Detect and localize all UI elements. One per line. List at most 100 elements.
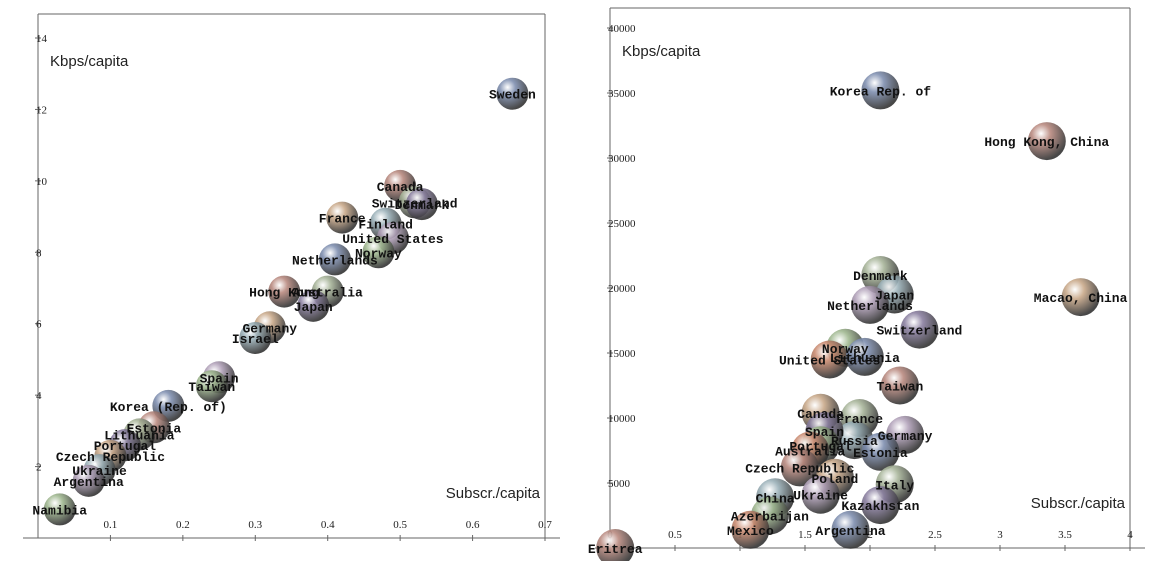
bubble — [851, 285, 889, 324]
bubble — [72, 464, 105, 497]
point-label: Korea (Rep. of) — [110, 400, 227, 415]
point-label: Czech Republic — [745, 461, 854, 476]
y-tick-label: 25000 — [608, 218, 636, 230]
point-label: Switzerland — [372, 196, 458, 211]
point-label: Netherlands — [827, 299, 913, 314]
point-label: United States — [342, 232, 444, 247]
x-tick-label: 0.5 — [668, 529, 682, 541]
y-tick-label: 12 — [36, 104, 47, 116]
x-tick-label: 0.2 — [176, 519, 190, 531]
point-label: Portugal — [789, 439, 852, 454]
point-label: Taiwan — [876, 380, 923, 395]
point-label: Argentina — [815, 524, 885, 539]
bubble — [268, 275, 301, 308]
bubble — [810, 340, 849, 379]
y-tick-label: 2 — [36, 462, 42, 474]
y-tick-label: 5000 — [608, 478, 631, 490]
y-tick-label: 14 — [36, 33, 48, 45]
x-tick-label: 0.7 — [538, 519, 552, 531]
x-tick-label: 0.6 — [466, 519, 480, 531]
bubble — [880, 366, 919, 405]
point-label: Macao, China — [1034, 291, 1128, 306]
x-tick-label: 2.5 — [928, 529, 942, 541]
x-axis-label: Subscr./capita — [1031, 495, 1126, 512]
point-label: Portugal — [94, 439, 157, 454]
point-labels: Korea Rep. of Hong Kong, China Macao, Chin… — [588, 84, 1128, 557]
bubble — [297, 289, 330, 322]
point-label: France — [319, 212, 366, 227]
point-label: France — [836, 412, 883, 427]
point-label: Finland — [358, 218, 413, 233]
point-label: Spain — [200, 371, 239, 386]
bubble — [405, 188, 438, 221]
point-label: Ukraine — [793, 489, 848, 504]
x-tick-label: 3 — [997, 529, 1003, 541]
x-tick-label: 0.5 — [393, 519, 407, 531]
x-tick-label: 3.5 — [1058, 529, 1072, 541]
bubble — [845, 337, 884, 376]
bubble — [780, 448, 819, 487]
point-label: Hong Kong — [249, 286, 319, 301]
point-label: Canada — [797, 407, 844, 422]
point-label: Netherlands — [292, 253, 378, 268]
y-axis-label: Kbps/capita — [50, 53, 129, 70]
y-tick-label: 8 — [36, 247, 42, 259]
point-label: Azerbaijan — [731, 510, 809, 525]
point-label: Korea Rep. of — [830, 84, 932, 99]
bubble — [318, 243, 351, 276]
point-label: United States — [779, 354, 881, 369]
point-label: Taiwan — [188, 380, 235, 395]
bubbles — [43, 77, 529, 526]
bubble — [801, 475, 840, 514]
point-label: Germany — [878, 429, 933, 444]
bubble — [861, 71, 900, 110]
bubbles — [596, 71, 1100, 561]
bubble — [195, 370, 228, 403]
y-tick-label: 20000 — [608, 283, 636, 295]
point-label: Mexico — [727, 524, 774, 539]
point-label: Germany — [242, 321, 297, 336]
point-label: Canada — [377, 180, 424, 195]
point-label: Spain — [805, 425, 844, 440]
point-label: Norway — [822, 342, 869, 357]
x-tick-label: 0.3 — [248, 519, 262, 531]
x-tick-label: 4 — [1127, 529, 1133, 541]
y-tick-label: 4 — [36, 390, 42, 402]
point-label: Switzerland — [876, 324, 962, 339]
y-tick-label: 35000 — [608, 88, 636, 100]
y-tick-label: 6 — [36, 319, 42, 331]
point-label: Lithuania — [830, 351, 900, 366]
bubble — [861, 486, 900, 525]
point-label: Australia — [775, 445, 845, 460]
bubble — [326, 201, 359, 234]
y-tick-label: 10 — [36, 176, 48, 188]
x-tick-label: 2 — [867, 529, 873, 541]
y-tick-label: 40000 — [608, 23, 636, 35]
bubble — [496, 77, 529, 110]
bubble — [900, 310, 939, 349]
point-label: China — [756, 491, 795, 506]
point-label: Namibia — [32, 503, 87, 518]
bubble — [1061, 278, 1100, 317]
point-label: Israel — [232, 332, 279, 347]
bubble — [731, 510, 770, 549]
bubble — [596, 529, 635, 561]
point-label: Hong Kong, China — [984, 135, 1109, 150]
bubble — [831, 510, 870, 549]
y-tick-label: 10000 — [608, 413, 636, 425]
point-label: Poland — [811, 472, 858, 487]
point-label: Denmark — [853, 269, 908, 284]
y-tick-label: 15000 — [608, 348, 636, 360]
point-label: Lithuania — [104, 428, 174, 443]
bubble — [362, 236, 395, 269]
x-axis-label: Subscr./capita — [446, 485, 541, 502]
point-label: Eritrea — [588, 542, 643, 557]
point-label: Kazakhstan — [841, 499, 919, 514]
bubble — [861, 432, 900, 471]
bubble — [1027, 122, 1066, 161]
point-label: Czech Republic — [56, 450, 165, 465]
bubble — [43, 493, 76, 526]
y-tick-label: 30000 — [608, 153, 636, 165]
